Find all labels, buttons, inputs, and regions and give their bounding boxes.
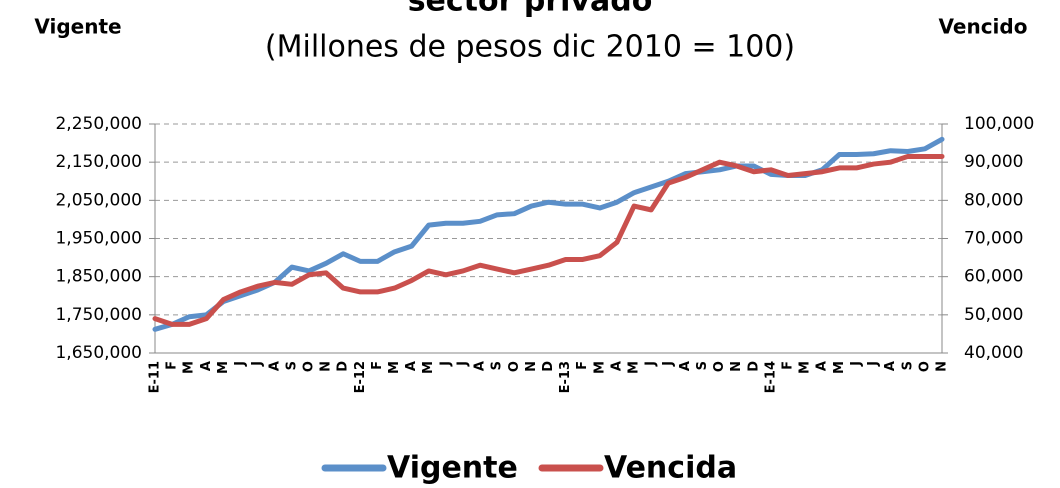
x-tick-label: O <box>917 361 932 372</box>
y-tick-label: 1,750,000 <box>55 305 142 325</box>
x-tick-label: J <box>455 361 470 367</box>
x-tick-label: A <box>815 361 830 371</box>
x-tick-label: E-13 <box>558 361 573 393</box>
y2-tick-label: 40,000 <box>964 343 1023 363</box>
legend-label: Vigente <box>387 451 518 486</box>
x-tick-label: E-14 <box>763 361 778 393</box>
x-tick-label: N <box>524 361 539 372</box>
x-tick-label: F <box>781 361 796 370</box>
chart-title: sector privado <box>408 0 653 19</box>
x-tick-label: A <box>199 361 214 371</box>
x-tick-label: J <box>250 361 265 367</box>
x-tick-label: M <box>421 361 436 374</box>
y-tick-label: 2,050,000 <box>55 190 142 210</box>
x-tick-label: A <box>678 361 693 371</box>
x-tick-label: E-11 <box>148 361 163 393</box>
x-tick-label: D <box>746 361 761 372</box>
x-tick-label: J <box>661 361 676 367</box>
x-tick-label: M <box>387 361 402 374</box>
x-tick-label: D <box>336 361 351 372</box>
x-tick-label: A <box>883 361 898 371</box>
x-tick-label: S <box>900 361 915 370</box>
x-tick-label: O <box>507 361 522 372</box>
x-tick-label: N <box>935 361 950 372</box>
x-tick-label: D <box>541 361 556 372</box>
x-tick-label: N <box>319 361 334 372</box>
x-tick-label: F <box>575 361 590 370</box>
x-tick-label: J <box>233 361 248 367</box>
y2-tick-label: 70,000 <box>964 229 1023 249</box>
y2-axis-label: Vencido <box>939 15 1028 39</box>
x-tick-label: J <box>866 361 881 367</box>
x-tick-label: M <box>798 361 813 374</box>
x-tick-label: M <box>627 361 642 374</box>
x-tick-label: M <box>216 361 231 374</box>
x-tick-label: M <box>832 361 847 374</box>
legend-label: Vencida <box>604 451 737 486</box>
x-tick-label: N <box>729 361 744 372</box>
x-tick-label: O <box>712 361 727 372</box>
y-tick-label: 2,250,000 <box>55 114 142 134</box>
x-tick-label: J <box>644 361 659 367</box>
y2-tick-label: 100,000 <box>964 114 1034 134</box>
x-tick-label: A <box>609 361 624 371</box>
y-axis-label: Vigente <box>34 15 121 39</box>
y-tick-label: 2,150,000 <box>55 152 142 172</box>
x-tick-label: M <box>592 361 607 374</box>
x-tick-label: S <box>695 361 710 370</box>
series-line <box>152 153 945 327</box>
y-tick-label: 1,950,000 <box>55 229 142 249</box>
y2-tick-label: 90,000 <box>964 152 1023 172</box>
x-tick-label: F <box>165 361 180 370</box>
y2-tick-label: 80,000 <box>964 190 1023 210</box>
x-tick-label: J <box>849 361 864 367</box>
x-tick-label: A <box>267 361 282 371</box>
x-tick-label: O <box>301 361 316 372</box>
x-tick-label: A <box>473 361 488 371</box>
y-tick-label: 1,650,000 <box>55 343 142 363</box>
y2-tick-label: 50,000 <box>964 305 1023 325</box>
series-line <box>152 136 945 332</box>
y2-tick-label: 60,000 <box>964 267 1023 287</box>
x-tick-label: S <box>490 361 505 370</box>
x-tick-label: M <box>182 361 197 374</box>
y-tick-label: 1,850,000 <box>55 267 142 287</box>
x-tick-label: F <box>370 361 385 370</box>
x-tick-label: A <box>404 361 419 371</box>
x-tick-label: J <box>438 361 453 367</box>
chart-subtitle: (Millones de pesos dic 2010 = 100) <box>265 30 795 65</box>
x-tick-label: E-12 <box>353 361 368 393</box>
x-tick-label: S <box>284 361 299 370</box>
